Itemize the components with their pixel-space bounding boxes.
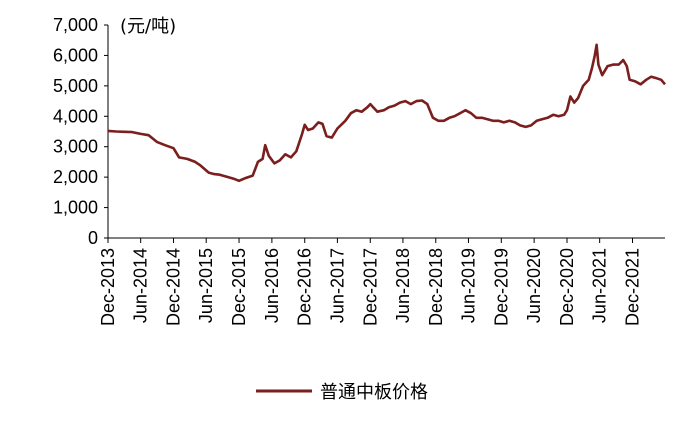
y-tick-label: 4,000	[53, 106, 98, 126]
legend-label: 普通中板价格	[320, 382, 428, 403]
legend: 普通中板价格	[256, 382, 428, 403]
y-tick-label: 5,000	[53, 76, 98, 96]
x-tick-label: Dec-2018	[426, 248, 446, 326]
series-line	[107, 43, 666, 183]
y-tick-label: 3,000	[53, 137, 98, 157]
x-tick-label: Jun-2016	[262, 248, 282, 323]
x-tick-label: Jun-2020	[524, 248, 544, 323]
y-tick-label: 6,000	[53, 45, 98, 65]
x-tick-label: Dec-2016	[295, 248, 315, 326]
x-tick-label: Dec-2020	[557, 248, 577, 326]
x-tick-label: Jun-2019	[458, 248, 478, 323]
x-tick-label: Jun-2021	[590, 248, 610, 323]
x-tick-label: Dec-2014	[164, 248, 184, 326]
x-axis: Dec-2013 Jun-2014 Dec-2014 Jun-2015 Dec-2015…	[98, 237, 665, 326]
x-tick-label: Dec-2019	[491, 248, 511, 326]
y-tick-label: 1,000	[53, 198, 98, 218]
series-layer	[107, 43, 666, 183]
y-tick-label: 7,000	[53, 15, 98, 35]
x-tick-label: Jun-2018	[393, 248, 413, 323]
y-tick-label: 2,000	[53, 167, 98, 187]
x-tick-label: Dec-2013	[98, 248, 118, 326]
x-tick-label: Dec-2017	[360, 248, 380, 326]
y-tick-label: 0	[88, 228, 98, 248]
x-tick-label: Dec-2015	[229, 248, 249, 326]
x-tick-label: Dec-2021	[623, 248, 643, 326]
x-tick-label: Jun-2015	[196, 248, 216, 323]
y-axis: 0 1,000 2,000 3,000 4,000 5,000 6,000 7,000	[53, 15, 109, 248]
x-tick-label: Jun-2014	[131, 248, 151, 323]
x-tick-label: Jun-2017	[327, 248, 347, 323]
y-unit-label: (元/吨)	[120, 16, 176, 37]
